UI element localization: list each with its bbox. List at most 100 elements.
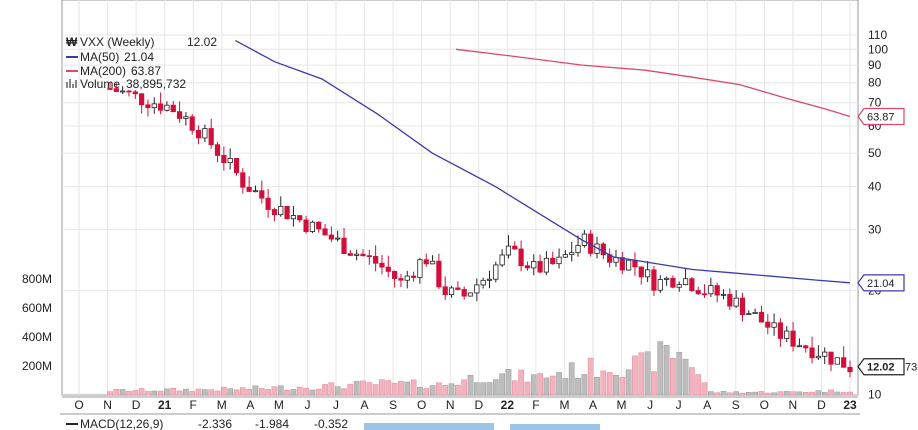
volume-bar (233, 389, 240, 396)
volume-bar (296, 386, 303, 396)
volume-bar (752, 391, 758, 396)
candle-body (550, 257, 556, 265)
price-tick-label: 110 (868, 28, 887, 42)
candle-body (784, 330, 790, 339)
volume-bar (461, 379, 468, 396)
candle-body (385, 266, 391, 272)
price-tick-label: 100 (868, 42, 888, 56)
volume-bar (265, 389, 271, 396)
volume-bar (271, 386, 278, 396)
candle-body (777, 322, 784, 339)
time-tick-label: F (532, 398, 539, 412)
time-tick-label: O (417, 398, 426, 412)
volume-bar (575, 378, 581, 396)
candle-body (569, 252, 575, 255)
price-tick-label: 40 (868, 180, 882, 194)
time-tick-label: D (474, 398, 483, 412)
candle-body (663, 277, 670, 280)
volume-axis: 200M 400M 600M 800M (22, 272, 52, 373)
volume-bar (436, 382, 442, 396)
volume-bar (537, 373, 543, 396)
volume-bar (398, 381, 404, 396)
volume-bar (758, 391, 765, 396)
time-tick-label: J (304, 398, 310, 412)
candle-body (467, 292, 474, 297)
volume-bar (227, 388, 234, 396)
volume-bar (486, 382, 493, 396)
candle-body (259, 190, 265, 199)
candle-body (632, 259, 638, 268)
time-tick-label: N (446, 398, 455, 412)
volume-bar (606, 372, 613, 396)
candle-body (682, 278, 689, 286)
candle-body (809, 347, 815, 359)
volume-bar (391, 382, 398, 396)
volume-bar (119, 389, 126, 396)
price-candles (107, 81, 853, 378)
macd-histogram-hint (364, 423, 494, 430)
candle-body (195, 129, 202, 139)
legend: ₩ VXX (Weekly) 12.02 MA(50) 21.04 MA(200… (66, 35, 217, 91)
volume-bar (556, 372, 562, 396)
volume-bar (764, 392, 771, 396)
candle-body (790, 330, 796, 347)
time-tick-label: S (389, 398, 397, 412)
volume-bar (840, 392, 847, 396)
volume-bar (663, 344, 670, 396)
volume-bar (132, 390, 139, 396)
candle-body (575, 245, 581, 254)
price-tick-label: 90 (868, 58, 882, 72)
price-tag-label: 63.87 (867, 111, 895, 123)
candle-body (638, 266, 644, 278)
volume-bar (277, 385, 284, 396)
price-tag: 21.04 (857, 274, 905, 292)
volume-bar (252, 385, 259, 396)
candle-body (328, 234, 334, 240)
price-axis: 102030405060708090100110 (868, 28, 888, 401)
candle-body (290, 215, 297, 220)
volume-bar (632, 355, 638, 396)
volume-bar (790, 391, 796, 396)
time-tick-label: N (789, 398, 798, 412)
candle-body (720, 293, 727, 296)
candle-body (335, 237, 341, 240)
volume-legend-value: 38,895,732 (126, 77, 186, 91)
volume-legend-label: Volume (80, 77, 120, 91)
candle-body (822, 351, 828, 357)
symbol-label: VXX (Weekly) (80, 35, 154, 49)
volume-bar (568, 362, 575, 396)
candle-body (518, 248, 524, 267)
candle-body (120, 90, 126, 93)
candle-body (841, 357, 847, 368)
volume-bar (524, 381, 531, 396)
candle-body (379, 262, 385, 268)
volume-bar (448, 383, 455, 396)
volume-bar (708, 391, 714, 396)
candle-body (366, 255, 372, 258)
candle-body (828, 351, 834, 365)
volume-bar (714, 392, 721, 396)
volume-bar (258, 388, 265, 396)
candle-body (537, 261, 543, 273)
candle-body (524, 265, 531, 269)
volume-bar (303, 387, 309, 396)
candle-body (512, 245, 518, 250)
price-tag-label: 21.04 (867, 278, 895, 290)
candle-body (701, 293, 708, 296)
candle-body (803, 345, 809, 349)
volume-bar (499, 373, 505, 396)
volume-bar (189, 391, 196, 396)
time-tick-label: 21 (158, 398, 172, 412)
volume-bar (809, 391, 815, 396)
candle-body (486, 278, 493, 281)
candle-body (107, 88, 113, 90)
volume-bar (214, 390, 221, 396)
candle-body (233, 158, 240, 174)
candle-body (208, 128, 214, 146)
volume-bar (322, 384, 328, 396)
time-tick-label: A (361, 398, 369, 412)
volume-bar (309, 389, 316, 396)
time-tick-label: J (676, 398, 682, 412)
candle-body (404, 275, 410, 281)
candle-body (164, 104, 170, 111)
